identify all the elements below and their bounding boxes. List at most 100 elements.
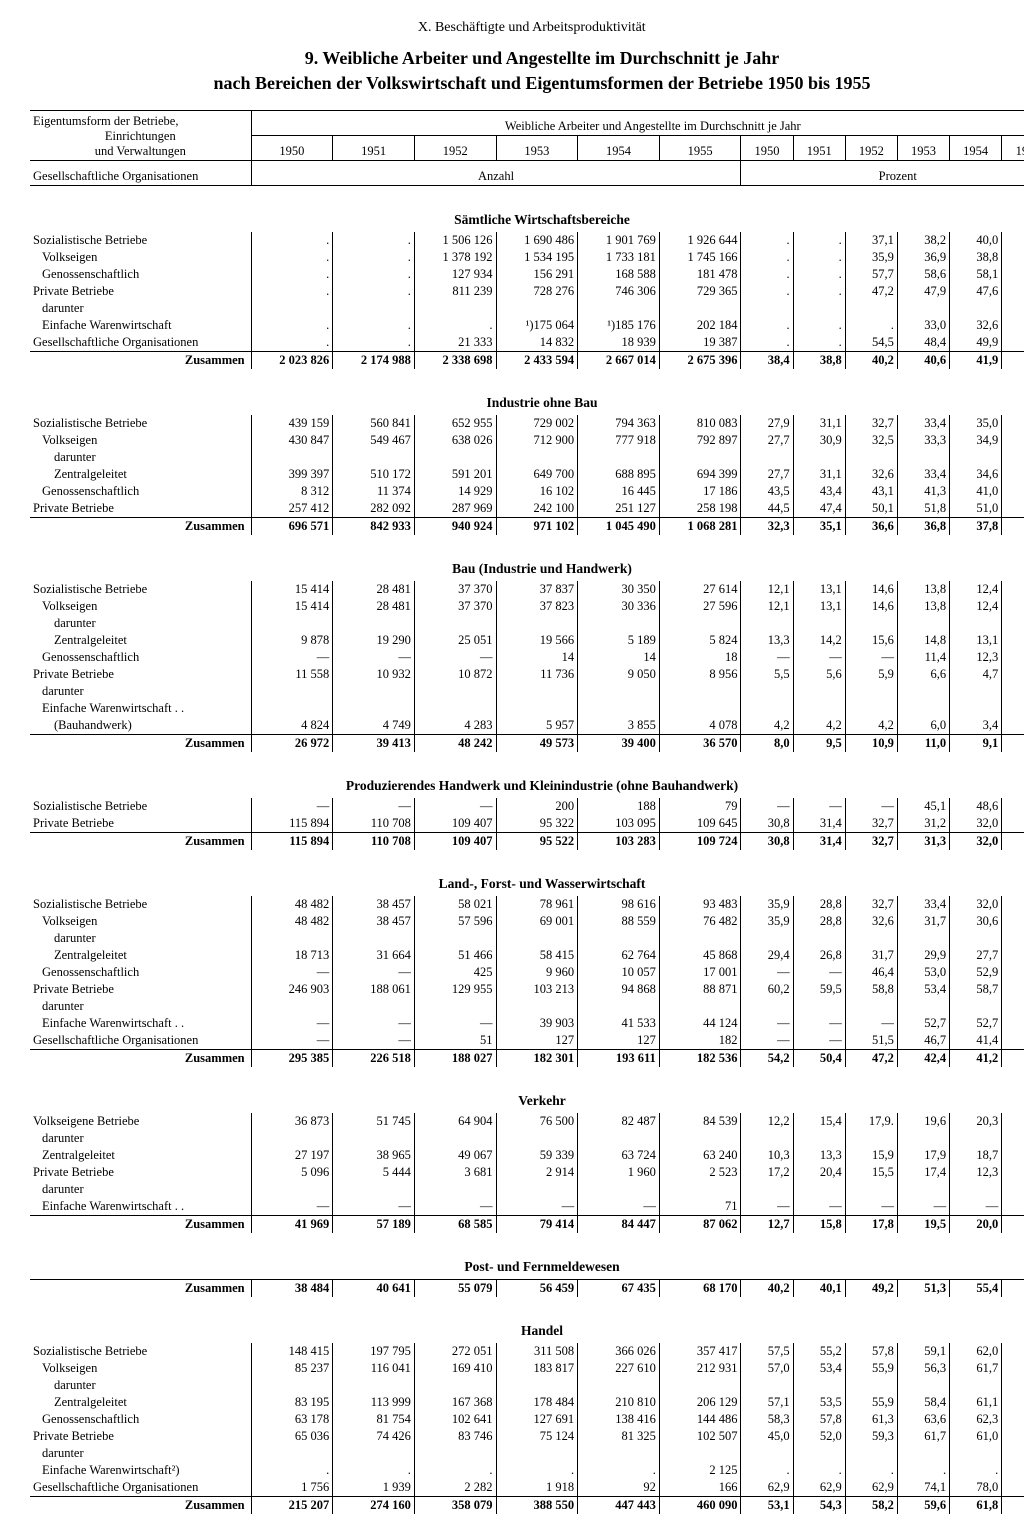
cell-anzahl: . bbox=[251, 317, 333, 334]
row-label: Gesellschaftliche Organisationen bbox=[30, 1032, 251, 1050]
cell-anzahl: 2 914 bbox=[496, 1164, 578, 1181]
cell-prozent: 35,9 bbox=[741, 913, 793, 930]
year-prozent-1955: 1955 bbox=[1002, 136, 1024, 161]
cell-anzahl: 83 195 bbox=[251, 1394, 333, 1411]
cell-prozent: 33,3 bbox=[897, 432, 949, 449]
cell-prozent: 33,7 bbox=[1002, 815, 1024, 833]
cell-prozent: 40,2 bbox=[845, 352, 897, 370]
cell-prozent: 12,1 bbox=[1002, 598, 1024, 615]
cell-anzahl bbox=[333, 449, 415, 466]
cell-anzahl bbox=[578, 615, 660, 632]
year-anzahl-1955: 1955 bbox=[659, 136, 741, 161]
cell-anzahl: 202 184 bbox=[659, 317, 741, 334]
cell-anzahl: 31 664 bbox=[333, 947, 415, 964]
cell-anzahl: 57 189 bbox=[333, 1216, 415, 1234]
cell-prozent: 51,4 bbox=[1002, 964, 1024, 981]
cell-prozent: 17,9. bbox=[845, 1113, 897, 1130]
cell-anzahl bbox=[251, 1181, 333, 1198]
cell-prozent: 78,0 bbox=[950, 1479, 1002, 1497]
cell-prozent: 38,2 bbox=[897, 232, 949, 249]
cell-anzahl: 2 433 594 bbox=[496, 352, 578, 370]
cell-prozent: 57,7 bbox=[845, 266, 897, 283]
cell-anzahl bbox=[333, 700, 415, 717]
cell-anzahl: 63 240 bbox=[659, 1147, 741, 1164]
cell-prozent: 62,9 bbox=[1002, 1479, 1024, 1497]
cell-anzahl: — bbox=[251, 649, 333, 666]
cell-prozent: . bbox=[793, 266, 845, 283]
cell-prozent bbox=[741, 700, 793, 717]
cell-anzahl: 115 894 bbox=[251, 833, 333, 851]
row-label: Zentralgeleitet bbox=[30, 632, 251, 649]
cell-anzahl: 399 397 bbox=[251, 466, 333, 483]
cell-anzahl: 212 931 bbox=[659, 1360, 741, 1377]
stub-header: Eigentumsform der Betriebe,Einrichtungen… bbox=[30, 111, 251, 161]
cell-anzahl bbox=[496, 683, 578, 700]
cell-prozent bbox=[741, 930, 793, 947]
cell-anzahl: 156 291 bbox=[496, 266, 578, 283]
cell-anzahl: 63 178 bbox=[251, 1411, 333, 1428]
cell-prozent: 14,6 bbox=[845, 581, 897, 598]
section-title: Handel bbox=[30, 1309, 1024, 1343]
cell-anzahl: ¹)185 176 bbox=[578, 317, 660, 334]
section-title: Bau (Industrie und Handwerk) bbox=[30, 547, 1024, 581]
cell-anzahl: 88 871 bbox=[659, 981, 741, 998]
cell-prozent: 13,3 bbox=[741, 632, 793, 649]
cell-prozent bbox=[845, 700, 897, 717]
cell-anzahl: 206 129 bbox=[659, 1394, 741, 1411]
cell-prozent: 45,0 bbox=[741, 1428, 793, 1445]
cell-prozent: 61,0 bbox=[1002, 1497, 1024, 1515]
row-label: Sozialistische Betriebe bbox=[30, 232, 251, 249]
cell-prozent bbox=[897, 700, 949, 717]
row-label: Volkseigen bbox=[30, 1360, 251, 1377]
cell-anzahl bbox=[578, 1130, 660, 1147]
row-label: darunter bbox=[30, 1445, 251, 1462]
cell-prozent: 61,3 bbox=[845, 1411, 897, 1428]
cell-anzahl bbox=[414, 449, 496, 466]
cell-prozent: 47,2 bbox=[845, 283, 897, 300]
cell-anzahl: 4 749 bbox=[333, 717, 415, 735]
cell-anzahl: 792 897 bbox=[659, 432, 741, 449]
cell-anzahl: — bbox=[333, 649, 415, 666]
cell-prozent: 54,2 bbox=[741, 1050, 793, 1068]
cell-anzahl: 1 939 bbox=[333, 1479, 415, 1497]
cell-prozent: 38,8 bbox=[950, 249, 1002, 266]
cell-prozent: 6,6 bbox=[897, 666, 949, 683]
cell-prozent: 35,5 bbox=[1002, 432, 1024, 449]
cell-prozent: 31,1 bbox=[793, 466, 845, 483]
cell-anzahl: 197 795 bbox=[333, 1343, 415, 1360]
cell-prozent: 42,4 bbox=[897, 1050, 949, 1068]
cell-prozent: . bbox=[741, 1462, 793, 1479]
cell-prozent: 40,6 bbox=[897, 352, 949, 370]
cell-anzahl: 227 610 bbox=[578, 1360, 660, 1377]
row-label: Volkseigen bbox=[30, 249, 251, 266]
cell-anzahl: 940 924 bbox=[414, 518, 496, 536]
cell-prozent: 55,9 bbox=[845, 1360, 897, 1377]
cell-prozent: 14,2 bbox=[793, 632, 845, 649]
cell-prozent: 61,1 bbox=[950, 1394, 1002, 1411]
cell-prozent bbox=[741, 1377, 793, 1394]
cell-prozent: 29,4 bbox=[741, 947, 793, 964]
cell-prozent bbox=[897, 1445, 949, 1462]
cell-prozent: 15,4 bbox=[793, 1113, 845, 1130]
cell-anzahl: 58 021 bbox=[414, 896, 496, 913]
cell-anzahl bbox=[496, 1181, 578, 1198]
cell-prozent: 31,7 bbox=[845, 947, 897, 964]
cell-prozent: . bbox=[897, 1462, 949, 1479]
cell-anzahl bbox=[333, 1445, 415, 1462]
cell-prozent: 39,2 bbox=[1002, 249, 1024, 266]
cell-prozent: 31,7 bbox=[897, 913, 949, 930]
cell-anzahl: 95 522 bbox=[496, 833, 578, 851]
cell-prozent bbox=[1002, 615, 1024, 632]
cell-anzahl bbox=[414, 998, 496, 1015]
row-label: Gesellschaftliche Organisationen bbox=[30, 1479, 251, 1497]
cell-prozent: 19,0 bbox=[1002, 1147, 1024, 1164]
cell-anzahl: 16 445 bbox=[578, 483, 660, 500]
cell-prozent: 15,3 bbox=[1002, 632, 1024, 649]
row-label: darunter bbox=[30, 615, 251, 632]
cell-prozent: 10,3 bbox=[741, 1147, 793, 1164]
cell-anzahl: 63 724 bbox=[578, 1147, 660, 1164]
cell-prozent bbox=[845, 449, 897, 466]
row-label: Sozialistische Betriebe bbox=[30, 896, 251, 913]
cell-prozent: 35,0 bbox=[950, 415, 1002, 432]
cell-anzahl: 37 823 bbox=[496, 598, 578, 615]
